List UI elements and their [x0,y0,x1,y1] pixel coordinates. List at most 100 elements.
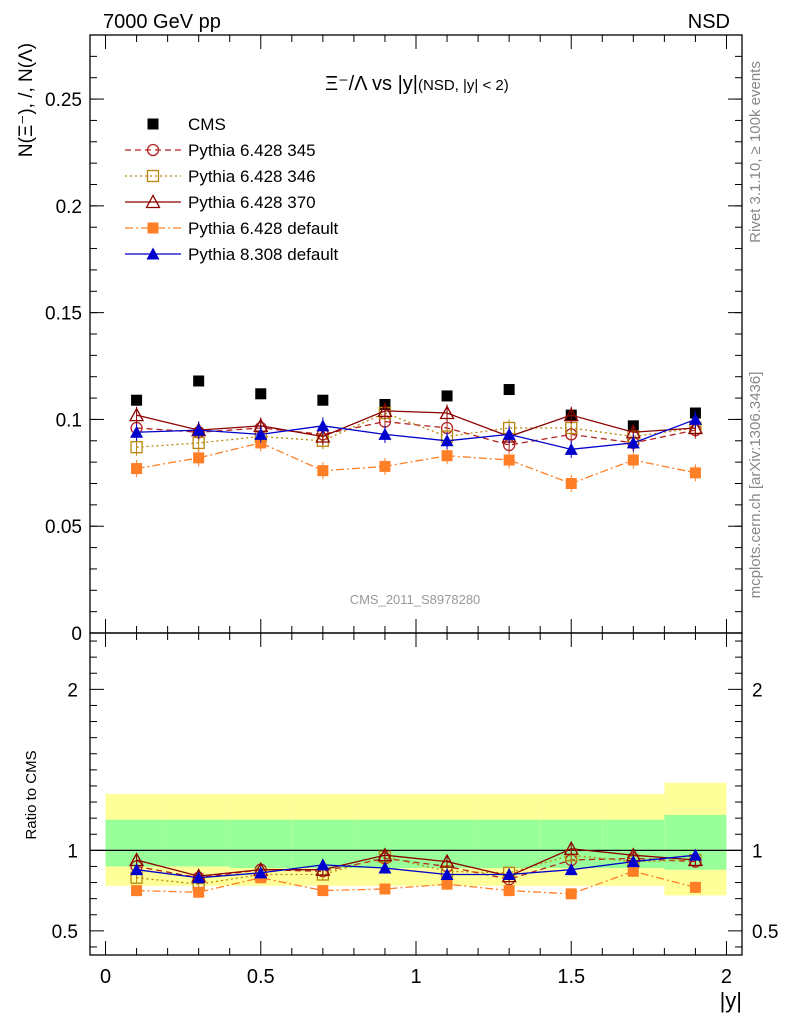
ratio-point-pythia-8-308-default [378,861,392,874]
main-point-pythia-8-308-default [502,427,516,440]
ratio-point-pythia-8-308-default [130,863,144,876]
legend-marker [147,222,159,234]
main-plot-content [128,375,704,493]
main-point-pythia-8-308-default [440,434,454,447]
main-point-pythia-6-428-default [503,454,515,466]
main-point-pythia-6-428-default [689,467,701,479]
ratio-ytick-label: 1 [67,841,78,862]
ratio-ytick-label-right: 1 [752,841,763,862]
process-label: NSD [688,11,730,33]
main-ytick-label: 0.1 [56,410,82,431]
legend-marker [146,247,160,260]
main-point-cms [131,394,143,406]
main-point-pythia-6-428-370 [128,407,145,422]
main-panel: 0 0.05 0.1 0.15 0.2 0.25 Ξ⁻/Λ vs |y| (NSD, |y… [16,34,743,645]
main-title: Ξ⁻/Λ vs |y| [325,73,418,95]
xtick-label: 2 [721,966,732,988]
main-ytick-label: 0.05 [45,517,82,538]
ratio-point-pythia-6-428-default [379,883,391,895]
ratio-point-pythia-8-308-default [254,866,268,879]
main-line-pythia-6-428-370 [136,410,696,438]
energy-label: 7000 GeV pp [103,11,221,33]
main-point-pythia-8-308-default [688,412,702,425]
main-point-pythia-6-428-default [627,454,639,466]
ratio-point-pythia-8-308-default [192,871,206,884]
main-line-pythia-8-308-default [136,418,696,450]
main-point-pythia-6-428-346 [565,421,578,435]
legend-marker [146,143,160,157]
main-point-pythia-6-428-370 [563,407,579,422]
main-series-pythia-6-428-default [131,434,701,493]
ratio-point-pythia-8-308-default [440,868,454,880]
ratio-point-pythia-8-308-default [564,863,578,876]
ratio-plot-content [90,782,742,900]
main-series-pythia-6-428-345 [130,413,702,454]
legend-entry-cms: CMS [147,115,226,134]
main-ytick-label: 0 [71,624,82,645]
main-point-pythia-8-308-default [254,427,268,440]
legend-marker [146,169,160,183]
main-point-pythia-6-428-370 [439,405,455,420]
ratio-line-pythia-6-428-345 [136,857,696,881]
legend: CMS Pythia 6.428 345 Pythia 6.428 346 Pythi… [125,115,339,264]
legend-entry-pythia-6-428-default: Pythia 6.428 default [125,219,339,238]
legend-label: Pythia 8.308 default [188,245,339,264]
main-series-cms [131,375,701,432]
main-point-pythia-6-428-default [131,463,143,475]
main-point-pythia-8-308-default [192,423,206,436]
ratio-point-pythia-6-428-default [565,888,577,900]
analysis-watermark: CMS_2011_S8978280 [350,592,481,607]
main-line-pythia-6-428-345 [136,420,696,446]
legend-entry-pythia-6-428-370: Pythia 6.428 370 [125,193,316,212]
ratio-line-pythia-6-428-default [136,870,696,895]
legend-entry-pythia-6-428-346: Pythia 6.428 346 [125,167,316,186]
ratio-axis-ticks: 0.5 0.5 1 1 2 2 0 0.5 1 1.5 2 [52,633,778,988]
main-point-pythia-6-428-default [441,450,453,462]
main-ytick-label: 0.25 [45,90,82,111]
ratio-point-pythia-6-428-370 [563,840,579,855]
ratio-point-pythia-8-308-default [688,848,702,861]
legend-label: Pythia 6.428 default [188,219,339,238]
legend-label: Pythia 6.428 346 [188,167,316,186]
ratio-point-pythia-6-428-default [441,878,453,890]
legend-entry-pythia-6-428-345: Pythia 6.428 345 [125,141,316,160]
legend-marker [145,194,161,209]
main-series-pythia-8-308-default [130,410,702,458]
main-point-pythia-6-428-346 [192,436,205,450]
ratio-point-pythia-6-428-370 [377,847,393,862]
main-ytick-label: 0.2 [56,197,82,218]
main-point-pythia-8-308-default [626,436,640,449]
legend-label: Pythia 6.428 370 [188,193,316,212]
xtick-label: 1 [410,966,421,988]
main-point-cms [441,390,453,402]
ratio-ytick-label: 0.5 [52,922,78,943]
main-point-pythia-6-428-346 [130,441,143,454]
legend-label: CMS [188,115,226,134]
main-point-pythia-8-308-default [564,442,578,455]
xtick-label: 1.5 [557,966,585,988]
ratio-band-inner [478,819,541,869]
main-point-pythia-6-428-370 [315,428,331,443]
main-ytick-label: 0.15 [45,304,82,325]
ratio-point-pythia-6-428-default [689,881,701,893]
main-point-pythia-8-308-default [130,425,144,438]
main-point-pythia-8-308-default [316,419,330,432]
main-point-pythia-6-428-default [317,465,329,477]
main-point-cms [193,375,205,387]
main-point-pythia-6-428-default [193,452,205,464]
ratio-ytick-label-right: 2 [752,680,763,701]
legend-label: Pythia 6.428 345 [188,141,316,160]
ratio-point-pythia-6-428-default [627,865,639,877]
ratio-band-inner [167,819,230,867]
ratio-series-pythia-8-308-default [130,848,702,884]
rivet-version-label: Rivet 3.1.10, ≥ 100k events [747,61,764,243]
ratio-point-pythia-8-308-default [626,855,640,868]
ratio-point-pythia-6-428-default [503,885,515,897]
ratio-line-pythia-6-428-370 [136,848,696,877]
ratio-point-pythia-6-428-370 [439,853,455,868]
main-line-pythia-6-428-default [136,442,696,485]
ratio-band-inner [229,819,292,869]
main-ylabel: N(Ξ⁻), /, N(Λ) [16,43,37,157]
xtick-label: 0.5 [247,966,275,988]
ratio-point-pythia-6-428-default [193,886,205,898]
